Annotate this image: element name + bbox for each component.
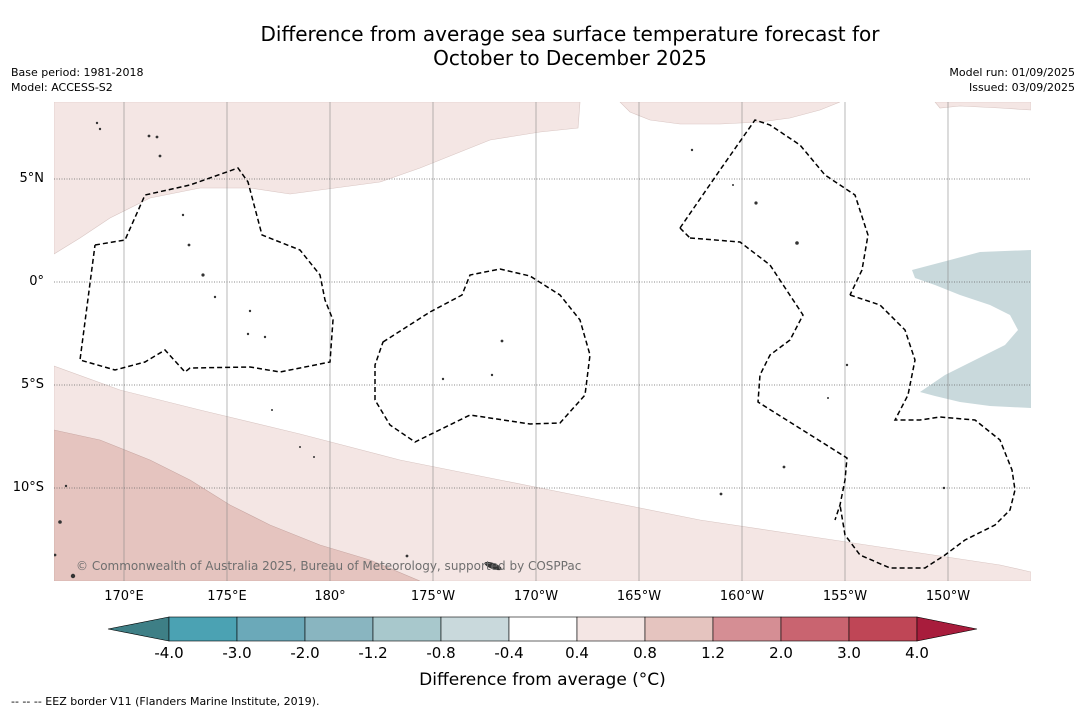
colorbar-segment (440, 616, 510, 642)
anomaly-region-southwest (54, 429, 421, 581)
colorbar-tick-label: -2.0 (290, 644, 320, 662)
colorbar-tick-label: 2.0 (769, 644, 793, 662)
model-info: Base period: 1981-2018 Model: ACCESS-S2 (11, 65, 143, 95)
colorbar-segment (780, 616, 850, 642)
lon-label-175e: 175°E (207, 589, 247, 604)
colorbar-segment (304, 616, 374, 642)
colorbar-segment (168, 616, 238, 642)
colorbar-segment (372, 616, 442, 642)
colorbar-segment (576, 616, 646, 642)
lon-label-165w: 165°W (616, 589, 662, 604)
title-line-1: Difference from average sea surface temp… (260, 22, 880, 46)
colorbar-extend-low (107, 616, 170, 642)
colorbar-tick-label: 0.8 (633, 644, 657, 662)
title-line-2: October to December 2025 (433, 46, 707, 70)
issued-label: Issued: 03/09/2025 (968, 81, 1075, 94)
islands (54, 121, 946, 579)
colorbar-tick-label: -3.0 (222, 644, 252, 662)
model-run-label: Model run: 01/09/2025 (949, 66, 1075, 79)
lon-label-170e: 170°E (104, 589, 144, 604)
colorbar-segment (236, 616, 306, 642)
lat-label-10s: 10°S (12, 480, 44, 495)
eez-border-east-mid (689, 237, 848, 521)
lon-label-160w: 160°W (719, 589, 765, 604)
colorbar-tick-label: 3.0 (837, 644, 861, 662)
colorbar-tick-label: -0.8 (426, 644, 456, 662)
lon-label-150w: 150°W (925, 589, 971, 604)
model-label: Model: ACCESS-S2 (11, 81, 113, 94)
eez-footnote: -- -- -- EEZ border V11 (Flanders Marine… (11, 695, 320, 708)
colorbar-tick-label: 4.0 (905, 644, 929, 662)
colorbar-tick-label: -0.4 (494, 644, 524, 662)
colorbar-segment (848, 616, 918, 642)
lon-label-175w: 175°W (410, 589, 456, 604)
colorbar-tick-label: -1.2 (358, 644, 388, 662)
colorbar-title: Difference from average (°C) (419, 670, 666, 690)
lon-label-170w: 170°W (513, 589, 559, 604)
anomaly-region-north-central (619, 102, 841, 125)
anomaly-region-north (54, 102, 581, 255)
anomaly-region-cool-east (912, 250, 1031, 408)
colorbar-extend-high (916, 616, 978, 642)
lon-label-180: 180° (314, 589, 346, 604)
eez-border-east-link (679, 227, 691, 239)
eez-border-east-south (839, 294, 1016, 569)
lat-label-5n: 5°N (19, 171, 45, 186)
colorbar-tick-label: 0.4 (565, 644, 589, 662)
anomaly-region-south (54, 365, 1031, 581)
colorbar-segment (712, 616, 782, 642)
latitude-lines (54, 178, 1031, 489)
map-title: Difference from average sea surface temp… (0, 22, 1085, 70)
eez-border-east-north (679, 119, 869, 296)
lat-label-5s: 5°S (20, 377, 44, 392)
colorbar-segments (107, 616, 978, 642)
eez-borders (79, 119, 1016, 569)
base-period-label: Base period: 1981-2018 (11, 66, 144, 79)
gridlines (123, 102, 949, 581)
anomaly-region-northeast (934, 102, 1031, 111)
colorbar-segment (644, 616, 714, 642)
lat-label-0: 0° (29, 274, 44, 289)
eez-border-west (79, 167, 334, 374)
lon-label-155w: 155°W (822, 589, 868, 604)
colorbar-tick-label: -4.0 (154, 644, 184, 662)
run-info: Model run: 01/09/2025 Issued: 03/09/2025 (949, 65, 1075, 95)
copyright-notice: © Commonwealth of Australia 2025, Bureau… (76, 559, 582, 573)
colorbar-segment (508, 616, 578, 642)
colorbar-tick-label: 1.2 (701, 644, 725, 662)
eez-border-central (374, 268, 591, 443)
